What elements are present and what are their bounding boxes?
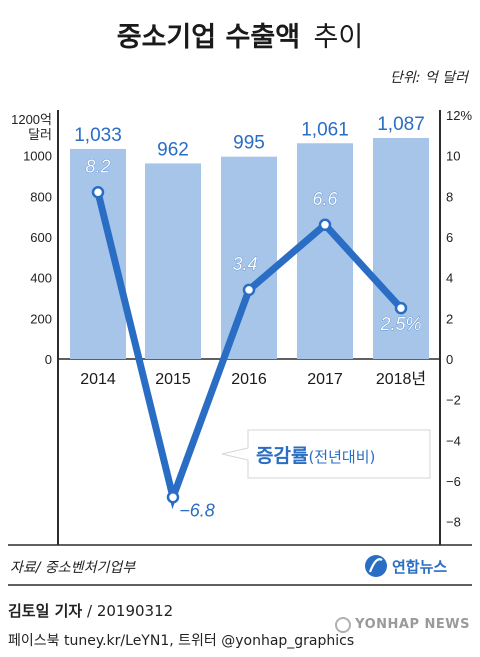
x-axis-labels: 2014 2015 2016 2017 2018년: [80, 370, 426, 388]
source-label: 자료/ 중소벤처기업부: [10, 560, 136, 576]
bar-value-label: 1,087: [377, 114, 425, 135]
right-axis-tick: 6: [446, 230, 453, 245]
left-axis-tick: 400: [30, 271, 52, 286]
growth-point: [318, 218, 332, 232]
right-axis-tick: −2: [446, 393, 461, 408]
growth-value-label: 6.6: [312, 189, 338, 209]
agency-watermark: YONHAP NEWS: [335, 617, 470, 633]
bar-value-label: 962: [157, 139, 189, 160]
bar: [297, 143, 353, 359]
bar-value-label: 995: [233, 133, 265, 154]
line-series-name-rest: (전년대비): [308, 448, 375, 466]
bar-series: [70, 137, 429, 359]
left-axis-tick: 600: [30, 230, 52, 245]
growth-point: [91, 186, 105, 199]
growth-point: [166, 491, 180, 504]
left-axis-top-label: 1200억: [11, 112, 52, 127]
growth-value-label: −6.8: [179, 500, 215, 520]
bar-value-label: 1,033: [74, 125, 122, 146]
growth-point: [242, 283, 256, 297]
growth-point: [394, 301, 408, 315]
right-axis-tick: −4: [446, 433, 461, 448]
yonhap-logo-icon: [365, 555, 387, 577]
yonhap-logo: 연합뉴스: [365, 555, 447, 577]
bar: [373, 137, 429, 359]
right-axis-tick: 4: [446, 271, 453, 286]
social-line: 페이스북 tuney.kr/LeYN1, 트위터 @yonhap_graphic…: [8, 633, 355, 649]
line-series-name-bold: 증감률: [256, 445, 308, 467]
line-series-name: 증감률(전년대비): [256, 445, 375, 467]
bar: [70, 148, 126, 359]
x-axis-label: 2018년: [376, 370, 426, 388]
bar-value-labels: 1,033 962 995 1,061 1,087: [74, 114, 425, 160]
left-axis: 1200억 달러 0 200 400 600 800 1000: [11, 112, 52, 367]
x-axis-label: 2014: [80, 371, 116, 388]
right-axis-tick: 8: [446, 189, 453, 204]
chart-title: 중소기업 수출액 추이: [117, 22, 363, 53]
growth-value-label: 3.4: [232, 254, 257, 274]
bar: [221, 156, 277, 359]
left-axis-tick: 800: [30, 189, 52, 204]
x-axis-label: 2015: [155, 371, 191, 388]
right-axis-tick: 10: [446, 149, 460, 164]
left-axis-tick: 0: [45, 352, 52, 367]
chart-title-sub: 추이: [314, 22, 364, 53]
right-axis-tick: 12%: [446, 108, 472, 123]
right-axis-tick: 2: [446, 311, 453, 326]
right-axis-tick: −6: [446, 474, 461, 489]
growth-line-series: 8.2 −6.8 3.4 6.6 2.5%: [85, 156, 422, 520]
x-axis-label: 2016: [231, 371, 267, 388]
right-axis-tick: 0: [446, 352, 453, 367]
bar-value-label: 1,061: [301, 119, 349, 140]
growth-value-label: 2.5%: [379, 314, 421, 334]
left-axis-top-unit: 달러: [28, 127, 52, 142]
line-series-callout: 증감률(전년대비): [221, 429, 431, 479]
growth-value-label: 8.2: [85, 156, 110, 176]
reporter-date: / 20190312: [87, 602, 174, 620]
unit-label: 단위: 억 달러: [390, 70, 470, 86]
reporter-name: 김토일 기자: [8, 602, 83, 620]
x-axis-label: 2017: [307, 371, 343, 388]
bar: [145, 163, 201, 359]
right-axis: 12% 10 8 6 4 2 0 −2 −4 −6 −8: [446, 108, 472, 530]
right-axis-tick: −8: [446, 515, 461, 530]
chart-title-main: 중소기업 수출액: [117, 22, 300, 53]
reporter-line: 김토일 기자 / 20190312: [8, 600, 173, 621]
left-axis-tick: 1000: [23, 149, 52, 164]
yonhap-logo-text: 연합뉴스: [392, 558, 447, 576]
agency-name: YONHAP NEWS: [355, 617, 470, 632]
agency-mark-icon: [335, 617, 352, 633]
left-axis-tick: 200: [30, 311, 52, 326]
